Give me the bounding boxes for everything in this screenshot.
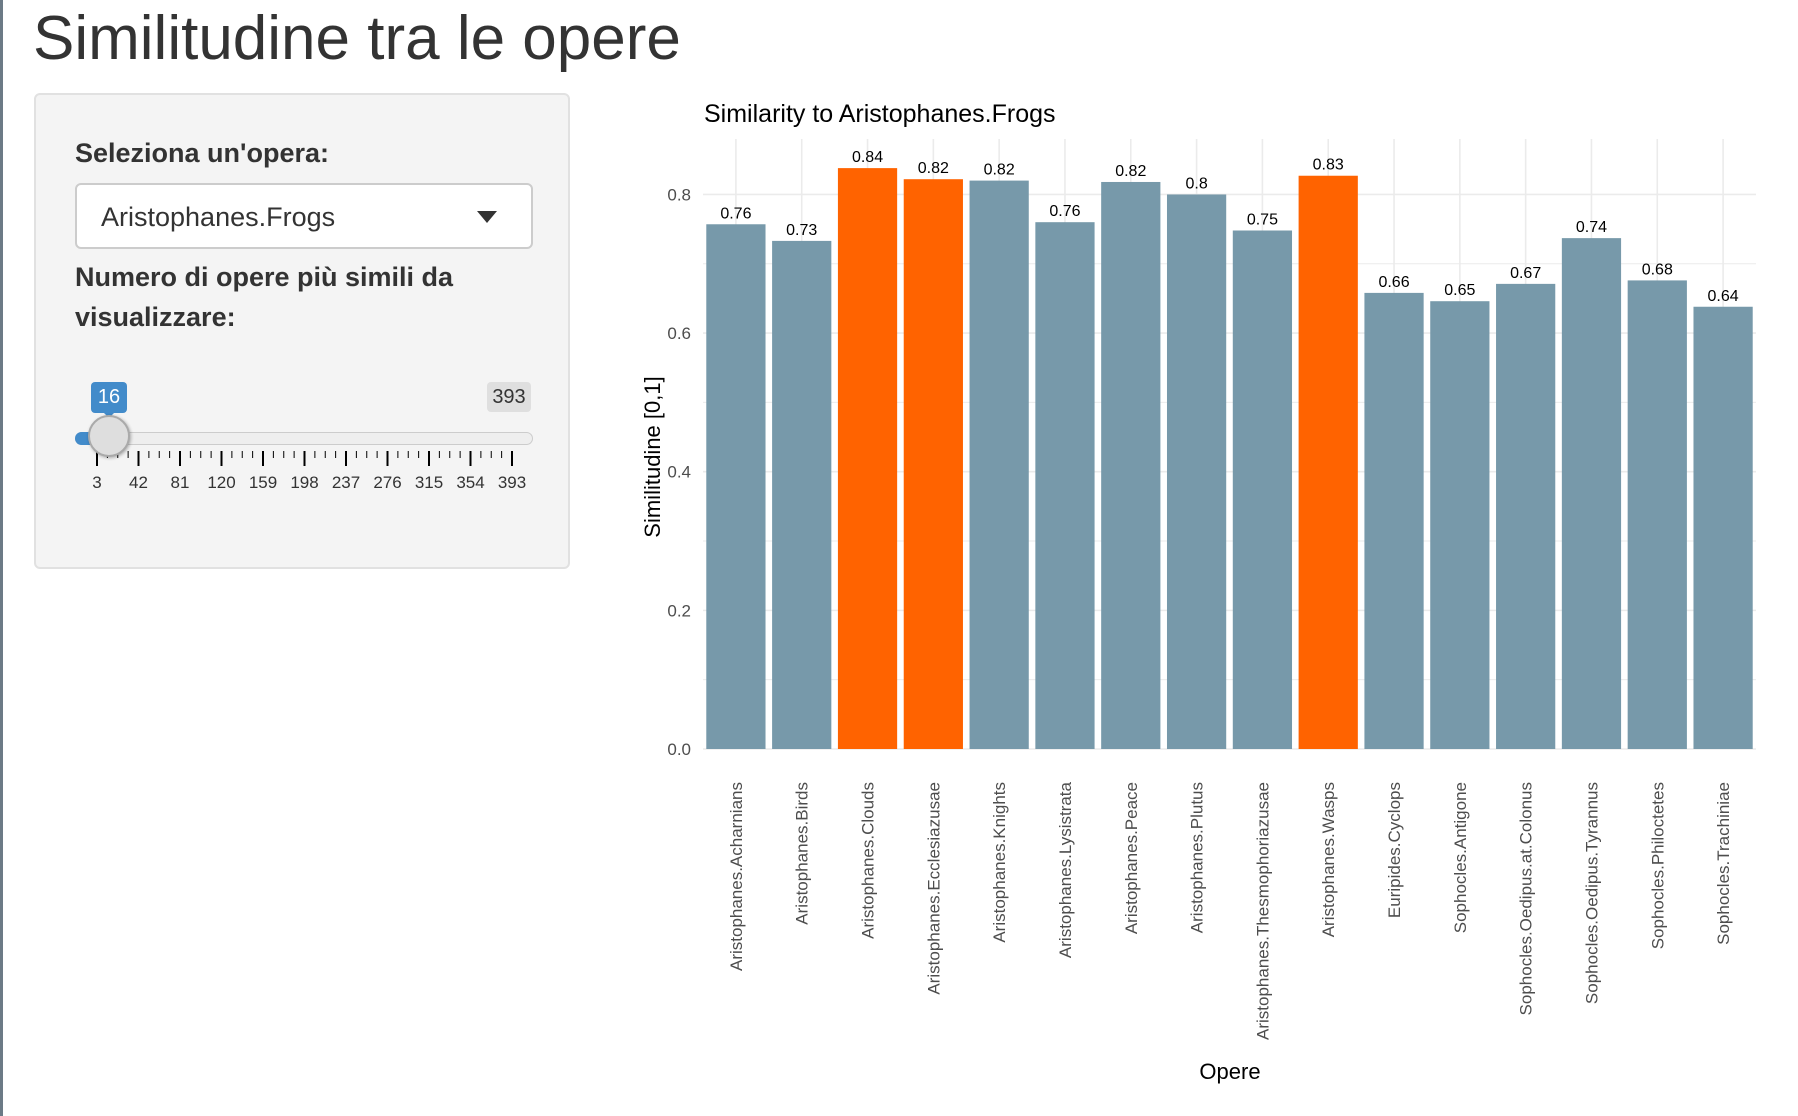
x-tick-label: Sophocles.Antigone (1451, 782, 1470, 933)
slider-tick-label: 393 (498, 473, 526, 492)
x-tick-label: Sophocles.Oedipus.Tyrannus (1582, 782, 1601, 1004)
window-edge (0, 0, 3, 1116)
slider-grid: 3 42 81 120 159 198 237 276 315 354 393 (92, 451, 526, 492)
bar-value-label: 0.82 (918, 160, 949, 177)
x-tick-label: Aristophanes.Birds (793, 782, 812, 925)
slider-handle[interactable] (88, 415, 130, 457)
bar-value-label: 0.64 (1708, 288, 1739, 305)
bar-value-label: 0.73 (786, 222, 817, 239)
bar-sophocles-philoctetes (1627, 280, 1687, 749)
bar-sophocles-trachiniae (1693, 306, 1753, 749)
slider-tick-label: 276 (373, 473, 401, 492)
x-tick-label: Sophocles.Philoctetes (1648, 782, 1667, 949)
bar-euripides-cyclops (1364, 292, 1424, 749)
bar-aristophanes-clouds (837, 168, 898, 749)
x-tick-label: Aristophanes.Thesmophoriazusae (1253, 782, 1272, 1040)
x-tick-label: Euripides.Cyclops (1385, 782, 1404, 918)
bar-aristophanes-ecclesiazusae (903, 179, 963, 750)
bar-value-label: 0.74 (1576, 219, 1607, 236)
bar-value-label: 0.76 (720, 205, 751, 222)
slider-label: Numero di opere più simili da visualizza… (75, 262, 454, 332)
x-tick-label: Sophocles.Trachiniae (1714, 782, 1733, 945)
similarity-bar-chart: 0.76 0.73 0.84 0.82 0.82 0.76 0.82 0.8 0.75 0.83 0… (640, 100, 1756, 1084)
x-tick-label: Aristophanes.Peace (1122, 782, 1141, 934)
slider-tick-label: 159 (249, 473, 277, 492)
slider-value-badge: 16 (91, 382, 127, 413)
slider-tick-label: 120 (207, 473, 235, 492)
y-tick-label: 0.4 (667, 463, 691, 482)
select-label: Seleziona un'opera: (75, 138, 329, 168)
slider-tick-label: 198 (290, 473, 318, 492)
bar-value-label: 0.75 (1247, 212, 1278, 229)
slider-tick-label: 237 (332, 473, 360, 492)
x-tick-label: Aristophanes.Ecclesiazusae (924, 782, 943, 995)
slider-tick-label: 81 (171, 473, 190, 492)
x-tick-label: Aristophanes.Lysistrata (1056, 781, 1075, 958)
bar-value-label: 0.8 (1185, 175, 1207, 192)
bar-aristophanes-peace (1101, 181, 1161, 749)
bar-aristophanes-plutus (1166, 194, 1227, 750)
chart-title: Similarity to Aristophanes.Frogs (704, 100, 1056, 128)
bar-sophocles-antigone (1430, 301, 1490, 749)
bar-aristophanes-thesmophoriazusae (1232, 230, 1293, 749)
bar-value-label: 0.82 (1115, 163, 1146, 180)
work-select-dropdown[interactable]: Aristophanes.Frogs (75, 183, 533, 249)
bar-value-label: 0.68 (1642, 261, 1673, 278)
slider-tick-label: 315 (415, 473, 443, 492)
y-tick-label: 0.2 (667, 601, 691, 620)
x-tick-label: Aristophanes.Acharnians (727, 782, 746, 971)
bar-value-label: 0.83 (1313, 157, 1344, 174)
bar-aristophanes-knights (969, 180, 1029, 749)
page-title: Similitudine tra le opere (33, 4, 681, 73)
y-tick-label: 0.6 (667, 324, 691, 343)
x-tick-label: Aristophanes.Wasps (1319, 782, 1338, 937)
slider-max-badge: 393 (487, 382, 531, 412)
bar-aristophanes-wasps (1298, 175, 1358, 749)
bar-aristophanes-acharnians (706, 224, 766, 750)
bar-sophocles-oedipus-at-colonus (1496, 283, 1556, 749)
slider-tick-label: 42 (129, 473, 148, 492)
bar-aristophanes-birds (772, 240, 832, 750)
slider-tick-label: 3 (92, 473, 101, 492)
chevron-down-icon (477, 211, 497, 223)
bar-value-label: 0.82 (984, 162, 1015, 179)
x-tick-label: Aristophanes.Clouds (859, 782, 878, 939)
x-axis-title: Opere (1199, 1059, 1260, 1084)
x-tick-label: Sophocles.Oedipus.at.Colonus (1517, 782, 1536, 1015)
bar-value-label: 0.65 (1444, 282, 1475, 299)
select-current-value: Aristophanes.Frogs (101, 202, 336, 232)
bar-value-label: 0.66 (1378, 274, 1409, 291)
bar-value-label: 0.84 (852, 149, 883, 166)
slider-tick-label: 354 (456, 473, 484, 492)
x-tick-label: Aristophanes.Knights (990, 782, 1009, 943)
bar-sophocles-oedipus-tyrannus (1561, 238, 1622, 749)
x-tick-label: Aristophanes.Plutus (1188, 782, 1207, 933)
sidebar-panel: Seleziona un'opera: Aristophanes.Frogs N… (34, 93, 570, 569)
y-tick-label: 0.0 (667, 740, 691, 759)
y-tick-label: 0.8 (667, 185, 691, 204)
bar-value-label: 0.67 (1510, 265, 1541, 282)
bar-aristophanes-lysistrata (1035, 222, 1095, 749)
bar-value-label: 0.76 (1049, 203, 1080, 220)
y-axis-title: Similitudine [0,1] (640, 376, 665, 537)
